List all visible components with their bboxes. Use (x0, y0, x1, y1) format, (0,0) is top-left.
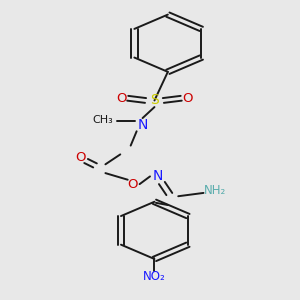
Text: O: O (75, 151, 86, 164)
Text: O: O (127, 178, 137, 190)
Text: N: N (137, 118, 148, 132)
Text: S: S (150, 94, 159, 107)
Text: CH₃: CH₃ (92, 115, 113, 125)
Text: O: O (116, 92, 127, 105)
Text: NO₂: NO₂ (143, 270, 166, 283)
Text: O: O (182, 92, 192, 105)
Text: N: N (152, 169, 163, 183)
Text: NH₂: NH₂ (204, 184, 226, 197)
